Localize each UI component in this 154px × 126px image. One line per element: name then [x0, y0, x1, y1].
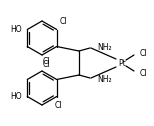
Text: Cl: Cl: [60, 17, 67, 25]
Text: Cl: Cl: [43, 57, 51, 66]
Text: Cl: Cl: [55, 102, 63, 111]
Text: NH₂: NH₂: [97, 42, 112, 52]
Text: HO: HO: [11, 92, 22, 101]
Text: Cl: Cl: [43, 60, 51, 69]
Text: Cl: Cl: [140, 49, 148, 57]
Text: Cl: Cl: [140, 69, 148, 77]
Text: HO: HO: [11, 25, 22, 34]
Text: NH₂: NH₂: [97, 74, 112, 84]
Text: Pt: Pt: [118, 58, 126, 68]
